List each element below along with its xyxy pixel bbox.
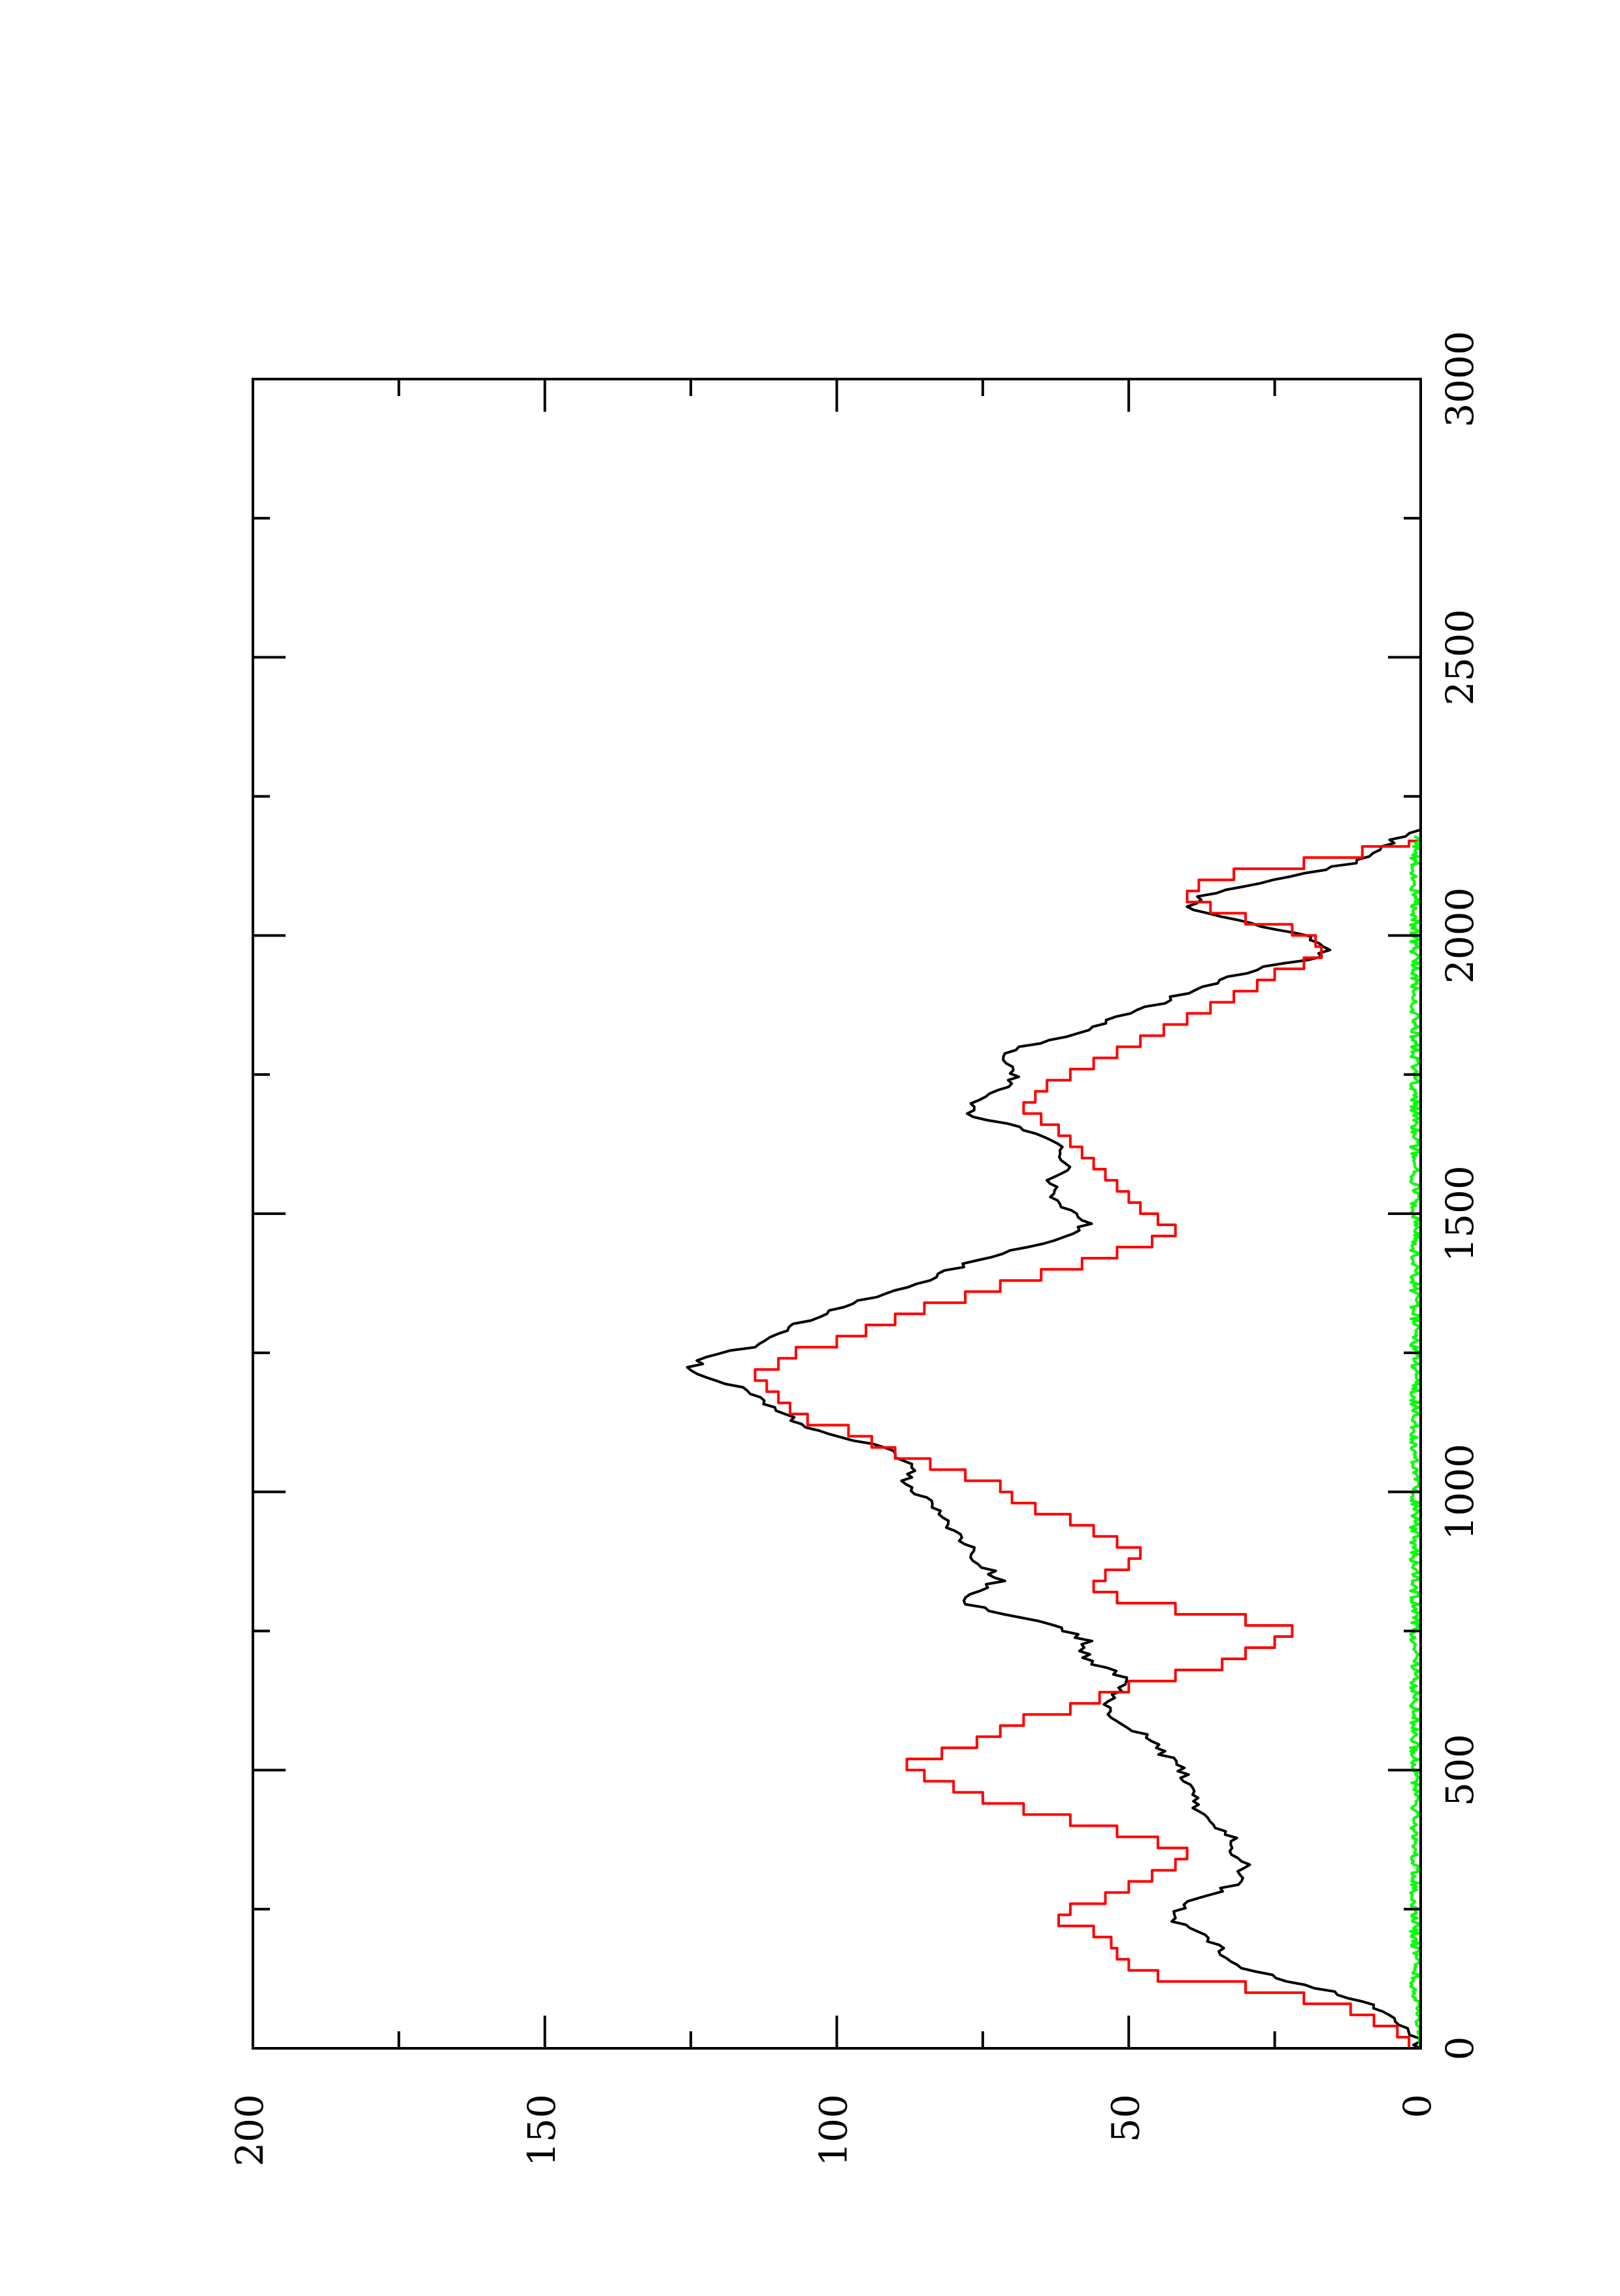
tick-layer: 0 500 1000 1500 2000 2500 3000 0 50 100 150 200	[227, 331, 1482, 2167]
y-tick-label: 50	[1103, 2094, 1148, 2142]
y-tick-label: 100	[812, 2094, 856, 2167]
x-tick-label: 1500	[1438, 1165, 1482, 1262]
series-line-1	[686, 828, 1421, 2050]
x-tick-label: 500	[1438, 1734, 1482, 1806]
y-tick-label: 200	[227, 2094, 272, 2167]
series-layer	[686, 828, 1422, 2050]
x-tick-label: 3000	[1438, 331, 1482, 427]
y-tick-label: 150	[520, 2094, 564, 2167]
y-tick-label: 0	[1395, 2094, 1440, 2118]
x-tick-label: 1000	[1438, 1444, 1482, 1540]
x-tick-label: 0	[1438, 2037, 1482, 2061]
series-line-3	[1408, 835, 1422, 2049]
x-tick-label: 2500	[1438, 609, 1482, 706]
x-tick-label: 2000	[1438, 888, 1482, 984]
series-line-2	[753, 839, 1421, 2048]
